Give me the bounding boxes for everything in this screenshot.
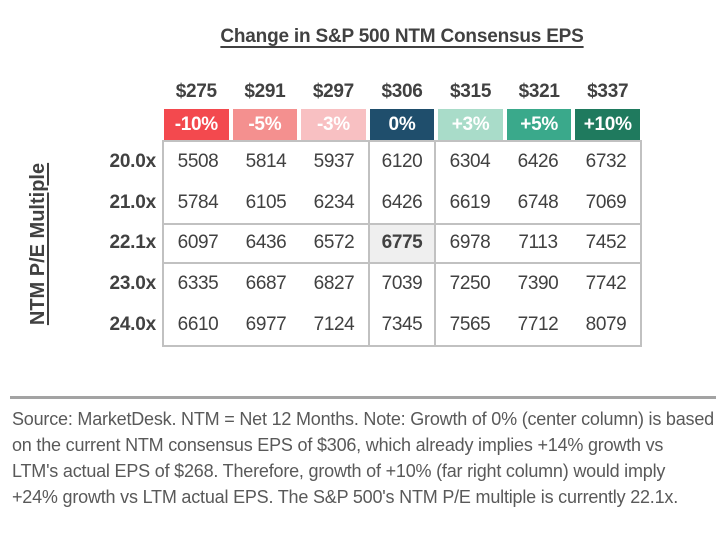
matrix-cell: 7250 — [449, 273, 491, 295]
matrix-cell: 7565 — [449, 313, 491, 335]
matrix-cell: 7742 — [585, 273, 627, 295]
matrix-cell: 6426 — [368, 182, 436, 224]
eps-column-header: $291 — [244, 81, 286, 102]
matrix-cell: 7345 — [368, 304, 436, 345]
pe-multiple-label: 24.0x — [109, 313, 156, 335]
eps-header-row: $275 $291 $297 $306 $315 $321 $337 — [162, 75, 642, 109]
matrix-cell: 6120 — [368, 142, 436, 183]
eps-column-header: $321 — [518, 81, 560, 102]
eps-column-header: $297 — [312, 81, 354, 102]
y-axis-label: NTM P/E Multiple — [27, 162, 49, 326]
sensitivity-table: NTM P/E Multiple 20.0x 21.0x 22.1x 23.0x 24.… — [0, 75, 642, 347]
matrix-cell: 7124 — [313, 313, 355, 335]
matrix-cell: 6436 — [232, 223, 300, 264]
matrix-cell: 5814 — [245, 151, 287, 173]
eps-column-header: $315 — [450, 81, 492, 102]
growth-header-row: -10% -5% -3% 0% +3% +5% +10% — [162, 109, 642, 140]
matrix-cell: 5508 — [177, 151, 219, 173]
matrix-cell: 7390 — [517, 273, 559, 295]
growth-column-header: -10% — [164, 109, 229, 140]
matrix-cell: 6619 — [449, 191, 491, 213]
matrix-cell: 6732 — [585, 151, 627, 173]
matrix-cell: 6105 — [245, 191, 287, 213]
pe-row-labels: 20.0x 21.0x 22.1x 23.0x 24.0x — [0, 142, 156, 347]
growth-column-header: +5% — [506, 109, 572, 140]
matrix-cell: 6335 — [177, 273, 219, 295]
matrix-cell: 7113 — [504, 223, 572, 264]
pe-multiple-label: 23.0x — [109, 273, 156, 295]
matrix-cell: 6304 — [449, 151, 491, 173]
footer-divider — [10, 396, 716, 399]
matrix-cell: 6572 — [300, 223, 368, 264]
chart-title: Change in S&P 500 NTM Consensus EPS — [220, 26, 584, 47]
matrix-cell: 7069 — [585, 191, 627, 213]
table-grid: $275 $291 $297 $306 $315 $321 $337 -10% -5% -3% 0… — [162, 75, 642, 347]
matrix-cell-current: 6775 — [368, 223, 436, 264]
source-note: Source: MarketDesk. NTM = Net 12 Months.… — [12, 409, 714, 507]
pe-multiple-label: 22.1x — [109, 232, 156, 254]
eps-column-header: $306 — [381, 81, 423, 102]
matrix-body: 5508 5814 5937 6120 6304 6426 6732 5784 6105 6234… — [162, 140, 642, 347]
matrix-cell: 7039 — [368, 263, 436, 305]
matrix-cell: 5937 — [313, 151, 355, 173]
matrix-cell: 6827 — [313, 273, 355, 295]
growth-column-header: -3% — [301, 109, 366, 140]
growth-column-header: -5% — [232, 109, 298, 140]
pe-multiple-label: 21.0x — [109, 191, 156, 213]
matrix-cell: 5784 — [177, 191, 219, 213]
matrix-cell: 6748 — [517, 191, 559, 213]
matrix-cell: 6426 — [517, 151, 559, 173]
growth-column-header: 0% — [369, 109, 435, 140]
matrix-cell: 6977 — [245, 313, 287, 335]
matrix-cell: 8079 — [585, 313, 627, 335]
pe-multiple-label: 20.0x — [109, 151, 156, 173]
matrix-cell: 7712 — [517, 313, 559, 335]
eps-column-header: $337 — [587, 81, 629, 102]
matrix-cell: 6234 — [313, 191, 355, 213]
footnote-section: Source: MarketDesk. NTM = Net 12 Months.… — [10, 396, 716, 510]
matrix-cell: 6978 — [436, 223, 504, 264]
matrix-cell: 6687 — [245, 273, 287, 295]
matrix-cell: 6610 — [177, 313, 219, 335]
growth-column-header: +3% — [438, 109, 503, 140]
matrix-cell: 6097 — [164, 223, 232, 264]
growth-column-header: +10% — [575, 109, 640, 140]
eps-column-header: $275 — [175, 81, 217, 102]
matrix-cell: 7452 — [572, 223, 640, 264]
